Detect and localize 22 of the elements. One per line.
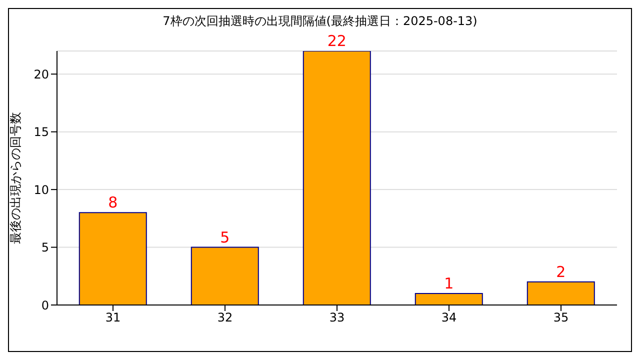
bar — [78, 212, 147, 305]
y-tick-label: 10 — [34, 182, 49, 197]
x-tick-label: 31 — [105, 310, 121, 325]
bar — [526, 281, 595, 305]
data-label: 8 — [108, 194, 118, 212]
bar — [302, 51, 371, 305]
bar — [190, 246, 259, 305]
y-tick-label: 5 — [41, 240, 49, 255]
chart-title: 7枠の次回抽選時の出現間隔値(最終抽選日：2025-08-13) — [162, 13, 478, 30]
data-label: 22 — [327, 32, 346, 50]
data-label: 1 — [444, 274, 454, 292]
y-axis-title: 最後の出現からの回号数 — [8, 112, 22, 244]
y-tick-label: 20 — [34, 67, 49, 82]
bar — [414, 292, 483, 305]
x-tick-label: 35 — [553, 310, 569, 325]
data-label: 5 — [220, 228, 230, 246]
y-tick-label: 0 — [41, 298, 49, 312]
data-label: 2 — [556, 262, 566, 281]
x-tick-label: 32 — [217, 310, 233, 325]
y-tick-label: 15 — [34, 125, 49, 140]
x-tick-label: 34 — [441, 310, 457, 325]
x-tick-label: 33 — [329, 310, 345, 325]
